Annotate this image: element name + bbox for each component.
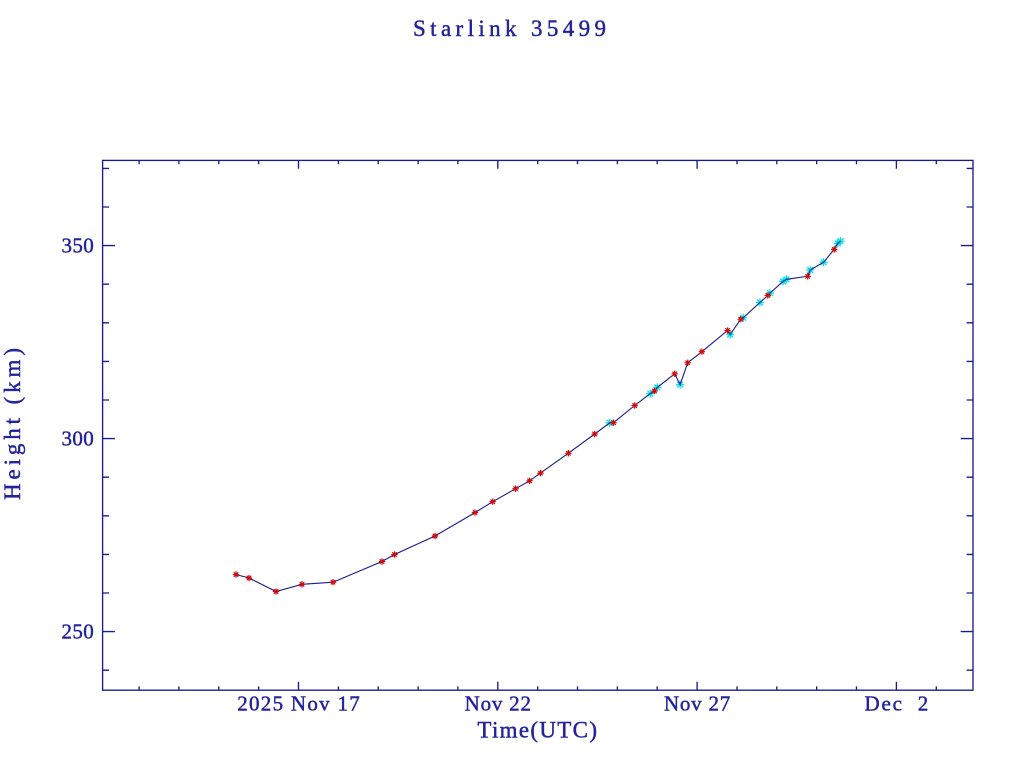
svg-text:Nov 22: Nov 22 — [465, 691, 531, 715]
svg-text:Nov 27: Nov 27 — [664, 691, 730, 715]
svg-text:Time(UTC): Time(UTC) — [477, 717, 597, 742]
svg-text:300: 300 — [62, 427, 94, 451]
svg-text:2025 Nov 17: 2025 Nov 17 — [237, 691, 360, 715]
svg-text:Height (km): Height (km) — [0, 348, 25, 500]
svg-text:Starlink 35499: Starlink 35499 — [413, 16, 606, 41]
svg-text:250: 250 — [62, 620, 94, 644]
svg-text:Dec 2: Dec 2 — [865, 691, 929, 715]
svg-text:350: 350 — [62, 234, 94, 258]
